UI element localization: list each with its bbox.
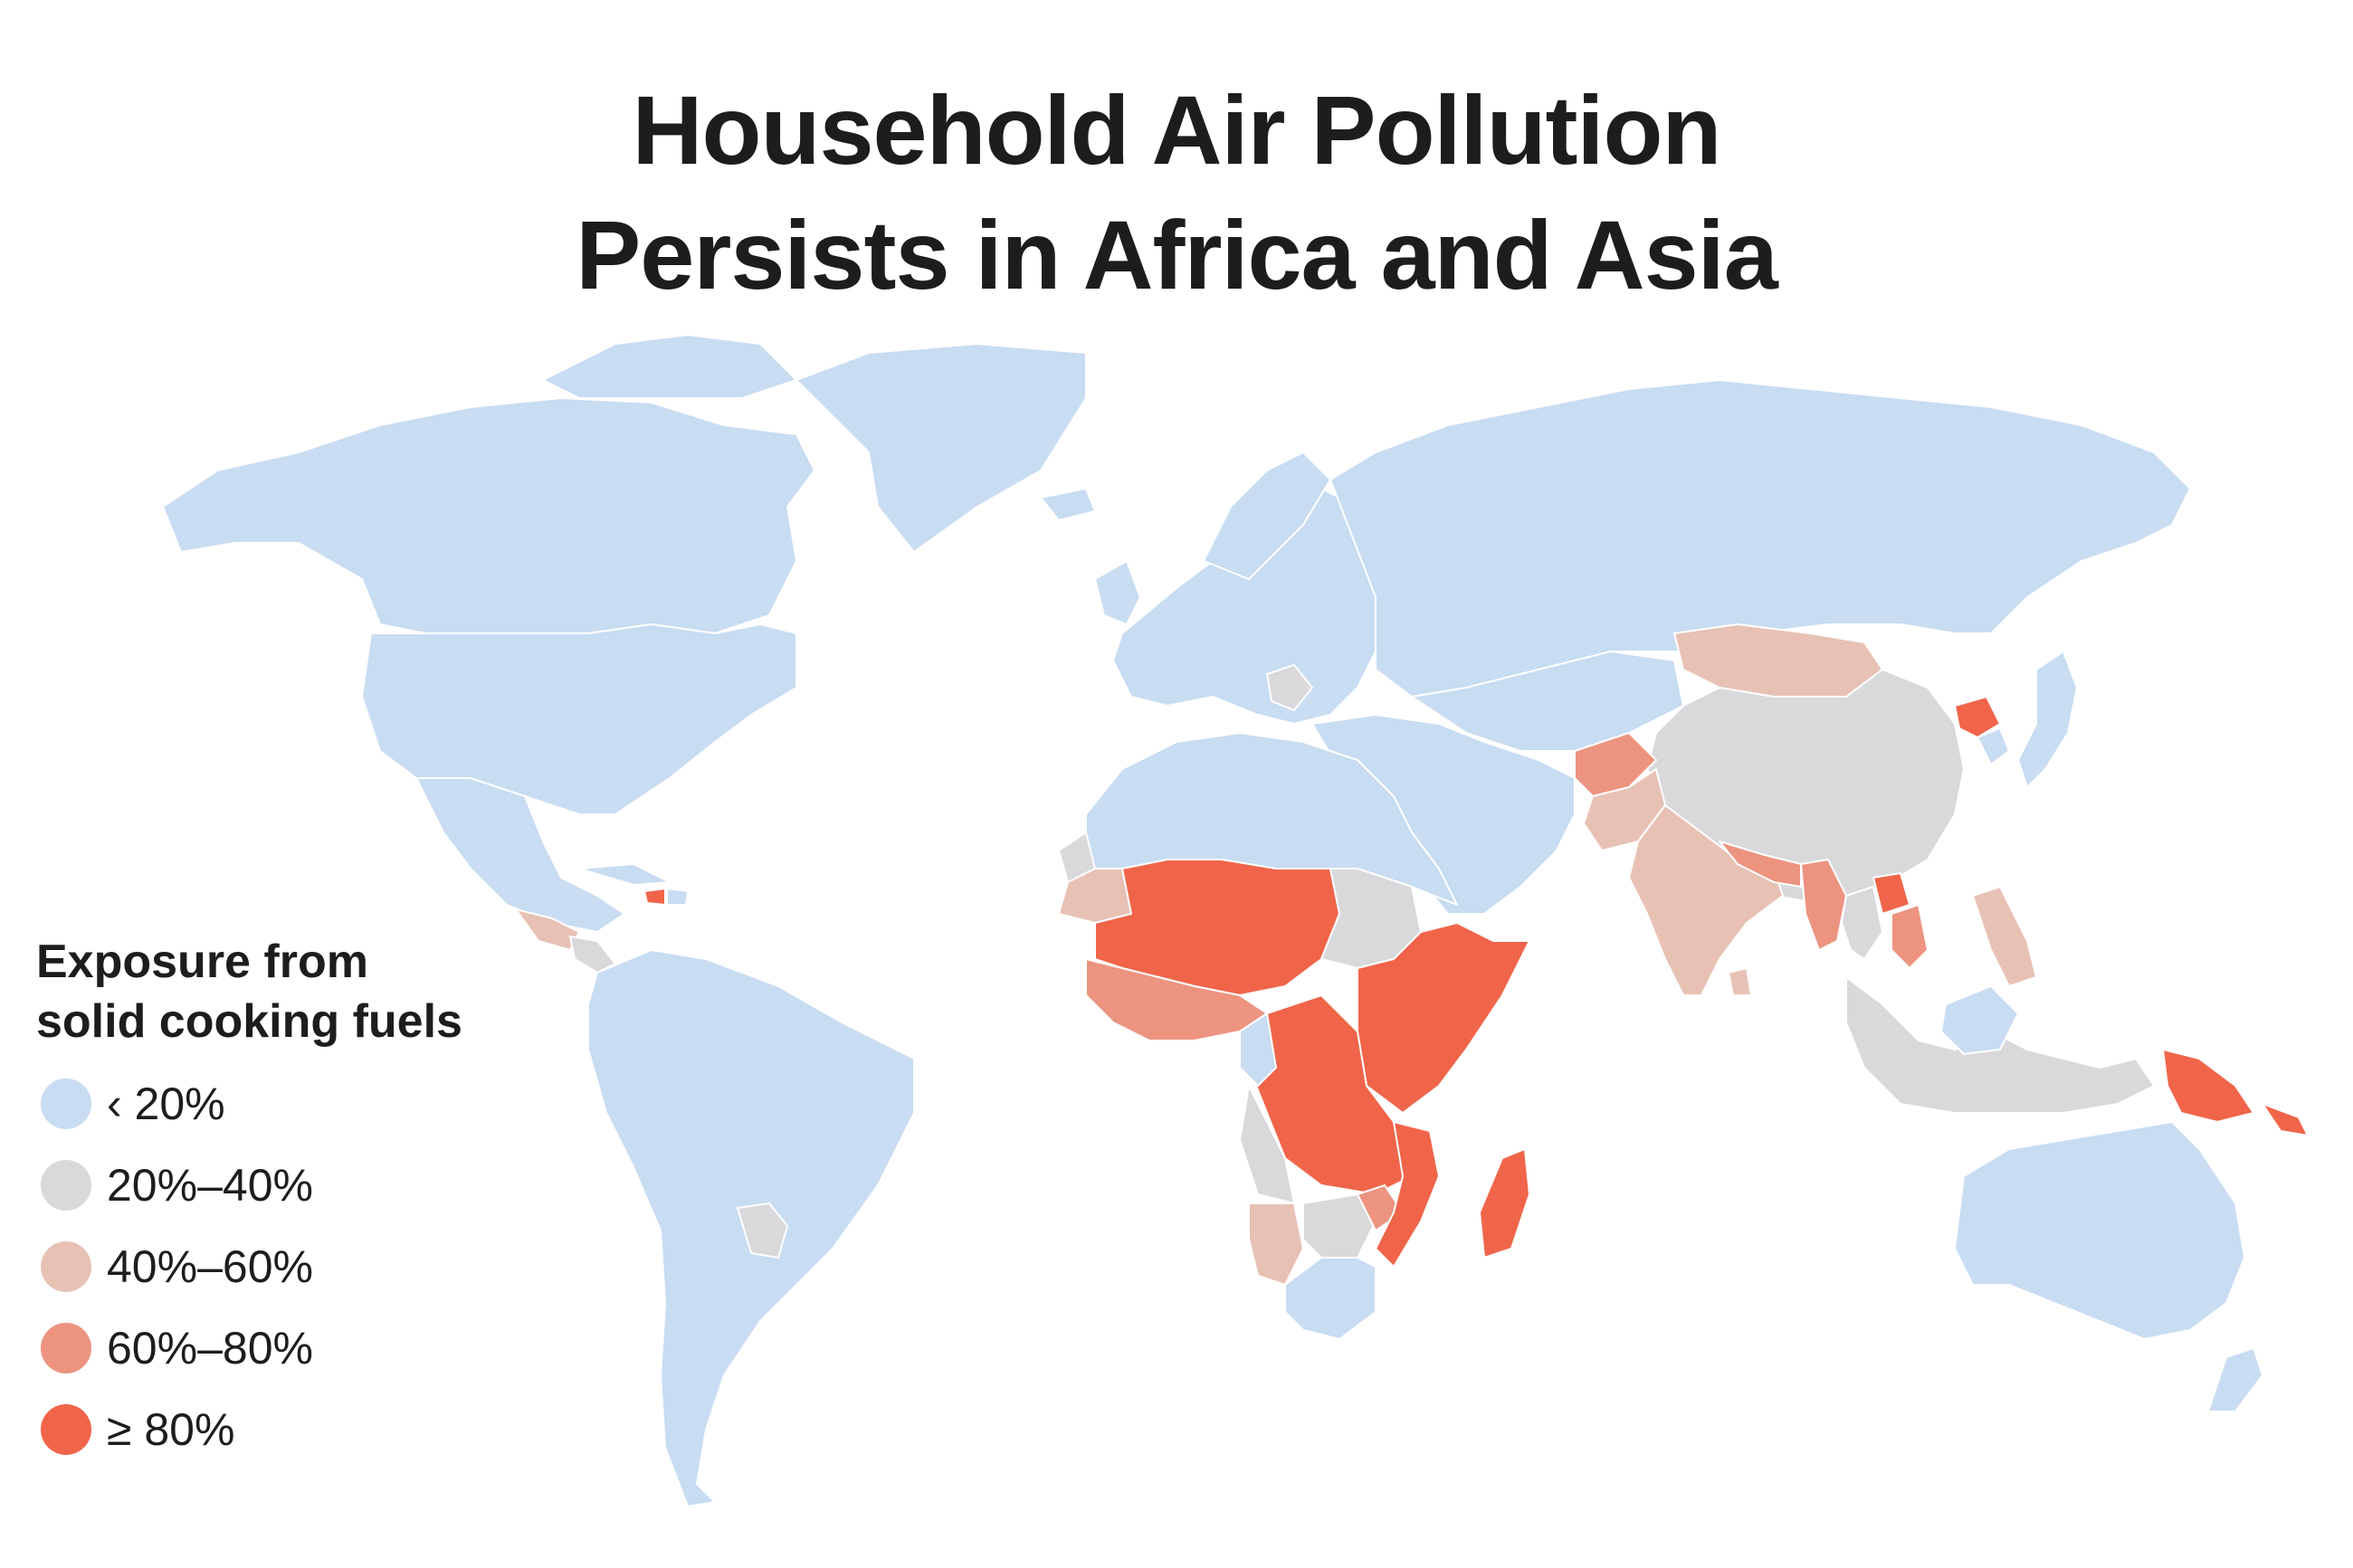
region-thailand bbox=[1841, 886, 1883, 960]
region-south-africa bbox=[1284, 1257, 1377, 1340]
region-paraguay bbox=[737, 1202, 788, 1259]
region-angola bbox=[1239, 1085, 1295, 1204]
region-new-zealand bbox=[2207, 1347, 2263, 1412]
legend-label-60-80: 60%–80% bbox=[107, 1323, 313, 1373]
region-canada-alaska bbox=[162, 397, 815, 634]
region-australia bbox=[1954, 1121, 2245, 1340]
region-india bbox=[1628, 804, 1784, 996]
legend-title-line-2: solid cooking fuels bbox=[36, 995, 462, 1048]
legend-item-gte80: ≥ 80% bbox=[36, 1390, 597, 1471]
legend-swatch-40-60 bbox=[41, 1241, 91, 1292]
title-line-2: Persists in Africa and Asia bbox=[576, 200, 1778, 309]
legend-label-20-40: 20%–40% bbox=[107, 1160, 313, 1211]
region-madagascar bbox=[1479, 1148, 1530, 1259]
region-mozambique bbox=[1375, 1121, 1440, 1268]
map-title: Household Air Pollution Persists in Afri… bbox=[0, 68, 2353, 318]
legend-swatch-lt20 bbox=[41, 1079, 91, 1129]
region-dominican-republic bbox=[666, 888, 689, 906]
region-namibia bbox=[1248, 1202, 1304, 1286]
region-cambodia-vietnam bbox=[1891, 904, 1929, 969]
legend-swatch-60-80 bbox=[41, 1323, 91, 1373]
region-iceland bbox=[1040, 488, 1096, 521]
region-mongolia bbox=[1673, 623, 1883, 698]
legend-title-line-1: Exposure from bbox=[36, 936, 368, 988]
legend-swatch-gte80 bbox=[41, 1404, 91, 1455]
region-arctic-islands bbox=[542, 334, 797, 399]
region-balkans bbox=[1266, 664, 1313, 711]
region-uk-ireland bbox=[1094, 560, 1141, 625]
legend-title: Exposure from solid cooking fuels bbox=[36, 932, 597, 1051]
region-myanmar bbox=[1800, 859, 1847, 951]
region-nepal-bangladesh bbox=[1719, 841, 1802, 888]
legend-swatch-20-40 bbox=[41, 1160, 91, 1211]
region-japan bbox=[2017, 651, 2078, 788]
legend-item-60-80: 60%–80% bbox=[36, 1308, 597, 1390]
legend-label-lt20: ‹ 20% bbox=[107, 1079, 225, 1129]
legend-label-40-60: 40%–60% bbox=[107, 1241, 313, 1292]
region-greenland bbox=[795, 343, 1087, 553]
region-mexico bbox=[415, 777, 625, 933]
region-papua-new-guinea bbox=[2162, 1049, 2254, 1123]
title-line-1: Household Air Pollution bbox=[632, 75, 1722, 185]
region-borneo bbox=[1940, 985, 2019, 1055]
region-north-korea bbox=[1954, 696, 2001, 738]
region-philippines bbox=[1972, 886, 2037, 987]
legend-item-lt20: ‹ 20% bbox=[36, 1064, 597, 1145]
legend-item-40-60: 40%–60% bbox=[36, 1227, 597, 1308]
legend: Exposure from solid cooking fuels ‹ 20% … bbox=[36, 932, 597, 1471]
legend-item-20-40: 20%–40% bbox=[36, 1145, 597, 1227]
region-sri-lanka bbox=[1728, 967, 1752, 996]
region-haiti bbox=[643, 888, 666, 906]
region-solomon-islands bbox=[2262, 1103, 2309, 1136]
region-central-africa bbox=[1248, 994, 1413, 1195]
region-south-korea bbox=[1977, 727, 2010, 765]
legend-label-gte80: ≥ 80% bbox=[107, 1404, 235, 1455]
region-gabon-congo bbox=[1239, 1012, 1277, 1087]
region-cuba bbox=[578, 863, 671, 886]
region-laos bbox=[1872, 872, 1910, 915]
